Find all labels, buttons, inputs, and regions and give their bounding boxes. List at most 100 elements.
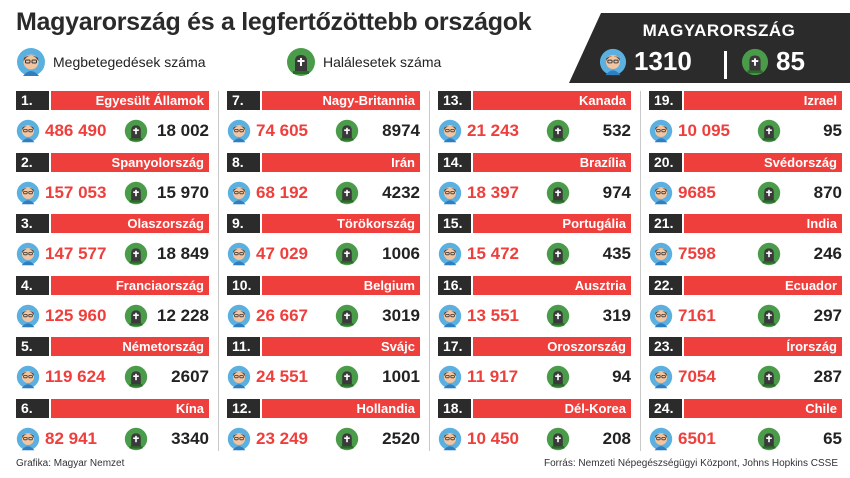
person-face-icon [227,119,251,143]
country-card: 15. Portugália 15 472 435 [438,214,631,267]
country-name: Olaszország [51,214,209,233]
country-deaths: 18 849 [157,244,209,263]
country-stats: 125 960 12 228 [16,302,209,330]
country-stats: 6501 65 [649,425,842,453]
tombstone-icon [546,242,570,266]
person-face-icon [438,119,462,143]
tombstone-icon [757,304,781,328]
country-deaths: 2520 [382,429,420,448]
country-name: Svédország [684,153,842,172]
country-stats: 10 450 208 [438,425,631,453]
country-stats: 7598 246 [649,240,842,268]
page-title: Magyarország és a legfertőzöttebb ország… [16,8,532,36]
person-face-icon [227,365,251,389]
person-face-icon [649,119,673,143]
country-name: Törökország [262,214,420,233]
person-face-icon [438,427,462,451]
tombstone-icon [546,119,570,143]
country-stats: 486 490 18 002 [16,117,209,145]
tombstone-icon [124,304,148,328]
country-cases: 147 577 [45,244,107,263]
country-rank: 24. [649,399,682,418]
country-name: Brazília [473,153,631,172]
country-rank: 21. [649,214,682,233]
country-name: Izrael [684,91,842,110]
person-face-icon [649,242,673,266]
country-deaths: 532 [602,121,631,140]
country-cases: 24 551 [256,367,308,386]
country-card: 23. Írország 7054 287 [649,337,842,390]
country-cases: 13 551 [467,306,519,325]
country-cases: 11 917 [467,367,519,386]
country-name: Egyesült Államok [51,91,209,110]
country-cases: 486 490 [45,121,107,140]
country-stats: 74 605 8974 [227,117,420,145]
country-cases: 82 941 [45,429,97,448]
tombstone-icon [546,427,570,451]
country-name: Oroszország [473,337,631,356]
country-card: 8. Irán 68 192 4232 [227,153,420,206]
tombstone-icon [335,304,359,328]
country-cases: 47 029 [256,244,308,263]
country-rank: 5. [16,337,49,356]
country-card: 19. Izrael 10 095 95 [649,91,842,144]
country-cases: 7161 [678,306,716,325]
country-card: 7. Nagy-Britannia 74 605 8974 [227,91,420,144]
hungary-cases: 1310 [599,46,692,77]
country-rank: 18. [438,399,471,418]
country-rank: 2. [16,153,49,172]
country-stats: 21 243 532 [438,117,631,145]
hungary-deaths: 85 [741,46,805,77]
country-deaths: 1001 [382,367,420,386]
country-deaths: 297 [813,306,842,325]
country-stats: 68 192 4232 [227,179,420,207]
person-face-icon [227,427,251,451]
country-cases: 18 397 [467,183,519,202]
person-face-icon [16,365,40,389]
person-face-icon [649,181,673,205]
country-card: 9. Törökország 47 029 1006 [227,214,420,267]
country-deaths: 65 [823,429,842,448]
legend-deaths: Halálesetek száma [286,47,441,77]
country-name: Nagy-Britannia [262,91,420,110]
person-face-icon [16,304,40,328]
tombstone-icon [335,427,359,451]
country-stats: 7161 297 [649,302,842,330]
country-card: 18. Dél-Korea 10 450 208 [438,399,631,452]
country-card: 17. Oroszország 11 917 94 [438,337,631,390]
country-rank: 22. [649,276,682,295]
country-rank: 6. [16,399,49,418]
country-name: Belgium [262,276,420,295]
country-card: 12. Hollandia 23 249 2520 [227,399,420,452]
country-rank: 7. [227,91,260,110]
country-cases: 74 605 [256,121,308,140]
country-name: Kína [51,399,209,418]
country-card: 24. Chile 6501 65 [649,399,842,452]
country-deaths: 974 [602,183,631,202]
person-face-icon [16,242,40,266]
tombstone-icon [124,242,148,266]
person-face-icon [16,427,40,451]
country-card: 3. Olaszország 147 577 18 849 [16,214,209,267]
person-face-icon [227,242,251,266]
country-name: Irán [262,153,420,172]
person-face-icon [438,304,462,328]
tombstone-icon [335,181,359,205]
country-cases: 7598 [678,244,716,263]
country-rank: 16. [438,276,471,295]
country-stats: 119 624 2607 [16,363,209,391]
country-name: Ecuador [684,276,842,295]
country-stats: 13 551 319 [438,302,631,330]
country-cases: 7054 [678,367,716,386]
tombstone-icon [757,242,781,266]
person-face-icon [649,365,673,389]
country-cases: 157 053 [45,183,107,202]
tombstone-icon [546,365,570,389]
country-deaths: 3019 [382,306,420,325]
country-rank: 20. [649,153,682,172]
country-name: Franciaország [51,276,209,295]
country-stats: 18 397 974 [438,179,631,207]
country-cases: 10 095 [678,121,730,140]
country-deaths: 12 228 [157,306,209,325]
person-face-icon [16,181,40,205]
